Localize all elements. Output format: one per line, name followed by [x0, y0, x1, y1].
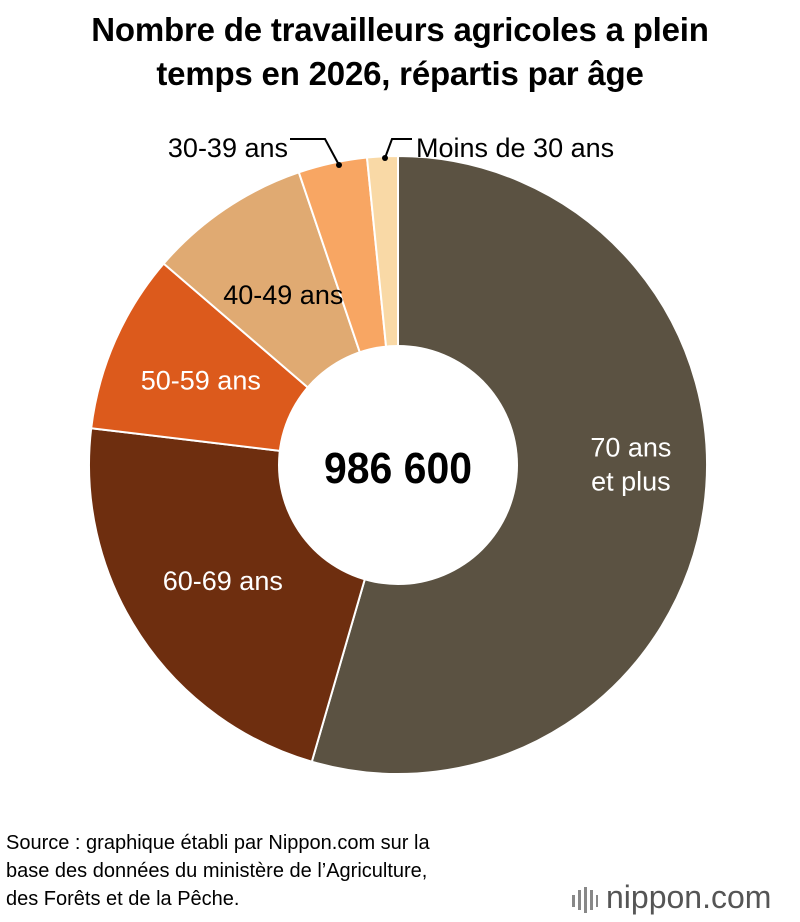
slice-label-2: 50-59 ans — [141, 365, 261, 395]
chart-title: Nombre de travailleurs agricoles a plein… — [0, 8, 800, 96]
chart-title-line-2: temps en 2026, répartis par âge — [156, 55, 644, 92]
leader-dot-4 — [336, 162, 342, 168]
source-note: Source : graphique établi par Nippon.com… — [6, 829, 566, 913]
nippon-logo: nippon.com — [572, 879, 771, 915]
slice-label-5: Moins de 30 ans — [416, 133, 614, 163]
source-line-3: des Forêts et de la Pêche. — [6, 888, 240, 910]
source-line-2: base des données du ministère de l’Agric… — [6, 860, 428, 882]
source-line-1: Source : graphique établi par Nippon.com… — [6, 832, 430, 854]
nippon-bars-icon — [572, 886, 598, 913]
chart-title-line-1: Nombre de travailleurs agricoles a plein — [91, 11, 709, 48]
logo-suffix: .com — [702, 879, 772, 915]
center-total-label: 986 600 — [324, 444, 472, 493]
leader-line-4 — [290, 138, 340, 166]
slice-label-3: 40-49 ans — [223, 280, 343, 310]
slice-label-1: 60-69 ans — [163, 566, 283, 596]
slice-label-4: 30-39 ans — [168, 133, 288, 163]
logo-name: nippon — [606, 879, 703, 915]
leader-dot-5 — [382, 155, 388, 161]
leader-lines — [290, 138, 412, 168]
slice-label-0: 70 ans et plus — [590, 433, 671, 497]
donut-hole — [278, 345, 518, 585]
slice-labels: 70 ans et plus 60-69 ans 50-59 ans 40-49 ans… — [141, 133, 672, 596]
leader-line-5 — [384, 138, 412, 159]
